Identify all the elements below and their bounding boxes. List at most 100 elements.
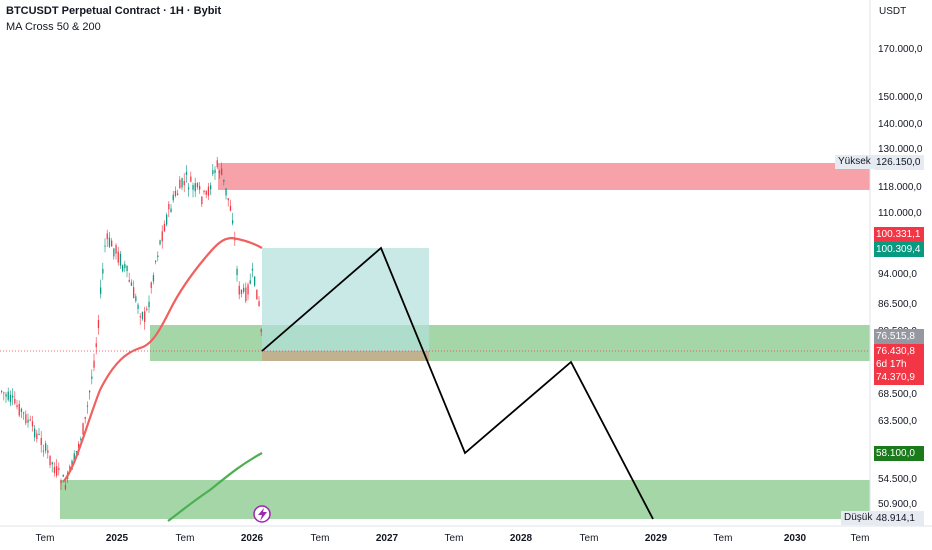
chart-title[interactable]: BTCUSDT Perpetual Contract · 1H · Bybit — [6, 5, 222, 17]
candle-body — [95, 343, 97, 348]
candle-body — [161, 231, 163, 242]
low-value-tag: 48.914,1 — [874, 511, 924, 526]
candle-body — [229, 205, 232, 211]
candle-body — [128, 280, 130, 282]
green-ma-tag: 58.100,0 — [874, 446, 924, 461]
candle-body — [45, 443, 47, 451]
candlestick-series — [1, 156, 262, 491]
candle-body — [148, 301, 150, 308]
candle-body — [254, 276, 256, 286]
candle-body — [117, 251, 119, 263]
candle-body — [232, 220, 234, 224]
candle-body — [196, 183, 199, 188]
candle-body — [115, 245, 117, 254]
candle-body — [201, 196, 203, 205]
candle-body — [150, 282, 152, 288]
candle-body — [12, 395, 14, 398]
candle-body — [207, 186, 210, 196]
price-tick: 130.000,0 — [878, 144, 923, 155]
candle-body — [216, 160, 218, 168]
support-zone-upper — [150, 325, 870, 361]
candle-body — [80, 438, 82, 440]
candle-body — [181, 178, 183, 188]
candle-body — [106, 233, 108, 240]
candle-body — [97, 320, 100, 329]
candle-body — [190, 176, 192, 182]
candle-body — [163, 223, 166, 232]
candle-body — [122, 265, 124, 272]
candle-body — [133, 287, 135, 299]
candle-body — [170, 208, 172, 213]
countdown-tag: 6d 17h — [874, 357, 924, 372]
candle-body — [179, 179, 181, 189]
candle-body — [20, 408, 23, 412]
candle-body — [157, 255, 159, 258]
candle-body — [243, 287, 245, 292]
time-tick: Tem — [580, 533, 599, 544]
candle-body — [102, 268, 104, 274]
candle-body — [168, 203, 170, 210]
candle-body — [91, 376, 93, 379]
candle-body — [174, 190, 177, 196]
candle-body — [135, 296, 137, 302]
candle-body — [126, 265, 128, 272]
indicator-label[interactable]: MA Cross 50 & 200 — [6, 21, 101, 33]
resistance-zone — [218, 163, 870, 190]
gray-price-tag: 76.515,8 — [874, 329, 924, 344]
ma-50-line — [62, 236, 263, 483]
candle-body — [249, 280, 251, 284]
candle-body — [47, 450, 49, 453]
candle-body — [31, 421, 34, 427]
target-zone — [262, 248, 429, 351]
candle-body — [130, 282, 133, 286]
time-tick: Tem — [714, 533, 733, 544]
time-tick: 2029 — [645, 533, 668, 544]
candle-body — [23, 412, 25, 414]
candle-body — [53, 466, 56, 473]
price-tick: 63.500,0 — [878, 416, 917, 427]
candle-body — [16, 405, 18, 408]
candle-body — [51, 462, 53, 465]
currency-label[interactable]: USDT — [879, 6, 907, 17]
price-tick: 86.500,0 — [878, 299, 917, 310]
price-tick: 118.000,0 — [878, 182, 922, 193]
candle-body — [49, 455, 51, 466]
candle-body — [38, 433, 40, 435]
projection-path — [261, 246, 654, 520]
candle-body — [155, 261, 157, 263]
time-tick: 2028 — [510, 533, 533, 544]
candle-body — [29, 419, 31, 421]
time-axis[interactable]: Tem 2025 Tem 2026 Tem 2027 Tem 2028 Tem … — [36, 533, 870, 544]
candle-body — [192, 185, 194, 190]
price-tick: 50.900,0 — [878, 499, 917, 510]
event-badge[interactable] — [253, 505, 271, 523]
time-tick: 2026 — [241, 533, 264, 544]
candle-body — [139, 316, 141, 318]
candle-body — [188, 187, 190, 190]
candle-body — [93, 360, 95, 368]
candle-body — [177, 193, 179, 195]
candle-body — [1, 390, 3, 392]
price-tick: 54.500,0 — [878, 474, 917, 485]
candle-body — [137, 304, 139, 309]
candle-body — [108, 237, 111, 247]
candle-body — [75, 451, 78, 453]
candle-body — [141, 312, 144, 320]
candle-body — [5, 394, 7, 397]
candle-body — [199, 186, 201, 190]
price-axis[interactable]: 170.000,0 150.000,0 140.000,0 130.000,0 … — [878, 44, 923, 510]
candle-body — [225, 188, 227, 196]
candle-body — [256, 289, 258, 300]
high-label: Yüksek — [835, 155, 874, 169]
ma-fast-tag: 100.331,1 — [874, 227, 924, 242]
price-tick: 68.500,0 — [878, 389, 917, 400]
ma-200-line — [167, 452, 263, 522]
candle-body — [245, 287, 247, 302]
candle-body — [236, 268, 238, 276]
candle-body — [212, 170, 214, 175]
last-price-tag: 76.430,8 — [874, 344, 924, 359]
time-tick: Tem — [36, 533, 55, 544]
candle-body — [124, 263, 126, 269]
candle-body — [194, 183, 196, 192]
